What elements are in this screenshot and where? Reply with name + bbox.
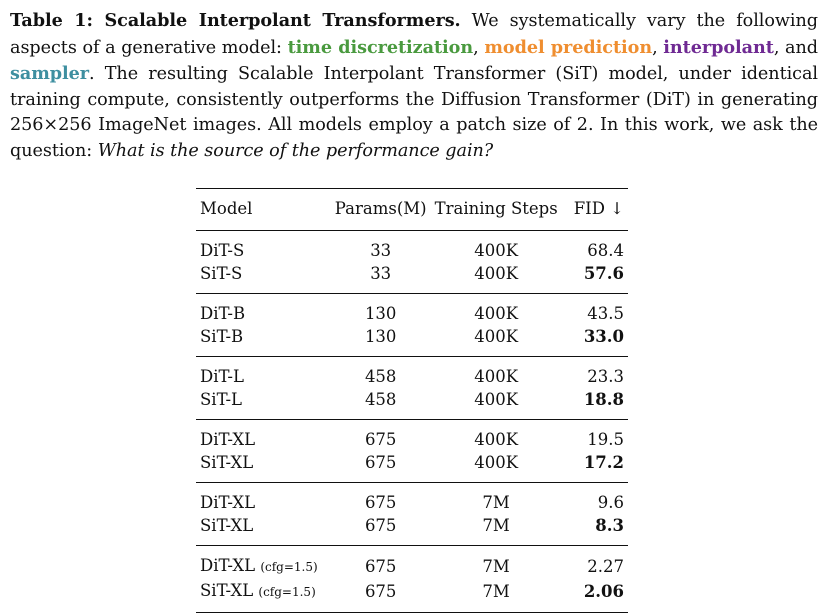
cell-training-steps: 400K bbox=[430, 230, 562, 262]
caption-separator: , bbox=[652, 37, 664, 58]
model-cfg: (cfg=1.5) bbox=[258, 585, 316, 599]
model-name: SiT-L bbox=[200, 390, 242, 409]
caption-question: What is the source of the performance ga… bbox=[97, 140, 494, 161]
table-row: DiT-S 33 400K 68.4 bbox=[196, 230, 628, 262]
model-name: DiT-S bbox=[200, 241, 245, 260]
results-table-container: Model Params(M) Training Steps FID ↓ DiT… bbox=[196, 188, 628, 613]
model-name: DiT-XL bbox=[200, 493, 256, 512]
cell-fid: 57.6 bbox=[583, 264, 624, 283]
cell-fid: 18.8 bbox=[583, 390, 624, 409]
cell-model: SiT-L bbox=[196, 388, 331, 420]
model-name: SiT-B bbox=[200, 327, 244, 346]
cell-params: 33 bbox=[330, 230, 431, 262]
cell-params: 458 bbox=[330, 356, 431, 388]
cell-training-steps: 400K bbox=[474, 264, 519, 283]
cell-training-steps: 400K bbox=[474, 453, 519, 472]
cell-params: 130 bbox=[364, 327, 397, 346]
cell-fid: 17.2 bbox=[583, 453, 624, 472]
cell-params: 675 bbox=[330, 545, 431, 579]
header-model: Model bbox=[196, 188, 331, 231]
header-fid: FID ↓ bbox=[561, 188, 628, 231]
table-header-row: Model Params(M) Training Steps FID ↓ bbox=[196, 188, 628, 231]
cell-model: SiT-S bbox=[196, 262, 331, 294]
table-body: DiT-S 33 400K 68.4 SiT-S 33 400K 57.6 DiT-B 130 40… bbox=[196, 230, 628, 613]
model-name: DiT-B bbox=[200, 304, 246, 323]
cell-training-steps: 7M bbox=[430, 482, 562, 514]
model-name: DiT-XL bbox=[200, 430, 256, 449]
cell-fid: 68.4 bbox=[561, 230, 628, 262]
aspect-model-prediction: model prediction bbox=[484, 36, 653, 58]
table-row: SiT-XL 675 400K 17.2 bbox=[196, 451, 628, 483]
caption-text-intro: We systematically vary the following asp… bbox=[10, 11, 818, 58]
header-training-steps: Training Steps bbox=[430, 188, 562, 231]
table-row: DiT-XL (cfg=1.5) 675 7M 2.27 bbox=[196, 545, 628, 579]
cell-model: DiT-XL bbox=[196, 419, 331, 451]
cell-model: DiT-L bbox=[196, 356, 331, 388]
table-row: DiT-XL 675 7M 9.6 bbox=[196, 482, 628, 514]
model-name: DiT-XL bbox=[200, 556, 256, 575]
model-name: SiT-XL bbox=[200, 453, 254, 472]
cell-training-steps: 400K bbox=[430, 356, 562, 388]
table-row: DiT-XL 675 400K 19.5 bbox=[196, 419, 628, 451]
cell-fid: 43.5 bbox=[561, 293, 628, 325]
model-name: SiT-S bbox=[200, 264, 243, 283]
table-row: DiT-L 458 400K 23.3 bbox=[196, 356, 628, 388]
cell-model: SiT-B bbox=[196, 325, 331, 357]
cell-model: SiT-XL bbox=[196, 451, 331, 483]
aspect-sampler: sampler bbox=[10, 63, 90, 85]
cell-model: DiT-B bbox=[196, 293, 331, 325]
cell-fid: 19.5 bbox=[561, 419, 628, 451]
caption-separator: , and bbox=[773, 37, 818, 58]
cell-fid: 23.3 bbox=[561, 356, 628, 388]
model-cfg: (cfg=1.5) bbox=[260, 560, 318, 574]
cell-training-steps: 400K bbox=[430, 293, 562, 325]
cell-params: 675 bbox=[364, 516, 397, 535]
cell-params: 458 bbox=[364, 390, 397, 409]
cell-params: 675 bbox=[330, 419, 431, 451]
results-table: Model Params(M) Training Steps FID ↓ DiT… bbox=[196, 188, 628, 613]
caption-separator: , bbox=[473, 37, 485, 58]
cell-training-steps: 400K bbox=[474, 390, 519, 409]
table-row: SiT-L 458 400K 18.8 bbox=[196, 388, 628, 420]
cell-params: 33 bbox=[370, 264, 392, 283]
model-name: DiT-L bbox=[200, 367, 244, 386]
cell-model: DiT-XL (cfg=1.5) bbox=[196, 545, 331, 579]
cell-model: SiT-XL bbox=[196, 514, 331, 546]
caption-text-body: . The resulting Scalable Interpolant Tra… bbox=[10, 64, 818, 161]
cell-model: DiT-S bbox=[196, 230, 331, 262]
table-row: DiT-B 130 400K 43.5 bbox=[196, 293, 628, 325]
cell-training-steps: 7M bbox=[430, 545, 562, 579]
table-row: SiT-S 33 400K 57.6 bbox=[196, 262, 628, 294]
cell-model: DiT-XL bbox=[196, 482, 331, 514]
caption-label: Table 1: Scalable Interpolant Transforme… bbox=[10, 10, 461, 31]
table-row: SiT-B 130 400K 33.0 bbox=[196, 325, 628, 357]
table-row: SiT-XL 675 7M 8.3 bbox=[196, 514, 628, 546]
cell-fid: 2.27 bbox=[561, 545, 628, 579]
cell-training-steps: 7M bbox=[482, 516, 510, 535]
cell-fid: 2.06 bbox=[561, 579, 628, 613]
table-row: SiT-XL (cfg=1.5) 675 7M 2.06 bbox=[196, 579, 628, 613]
cell-params: 675 bbox=[330, 482, 431, 514]
cell-training-steps: 7M bbox=[430, 579, 562, 613]
cell-training-steps: 400K bbox=[474, 327, 519, 346]
aspect-time-discretization: time discretization bbox=[287, 36, 474, 58]
cell-fid: 33.0 bbox=[583, 327, 624, 346]
model-name: SiT-XL bbox=[200, 581, 254, 600]
table-caption: Table 1: Scalable Interpolant Transforme… bbox=[10, 8, 818, 165]
header-params: Params(M) bbox=[330, 188, 431, 231]
cell-fid: 9.6 bbox=[561, 482, 628, 514]
cell-params: 675 bbox=[330, 579, 431, 613]
cell-fid: 8.3 bbox=[595, 516, 624, 535]
cell-params: 130 bbox=[330, 293, 431, 325]
cell-training-steps: 400K bbox=[430, 419, 562, 451]
cell-params: 675 bbox=[364, 453, 397, 472]
cell-model: SiT-XL (cfg=1.5) bbox=[196, 579, 331, 613]
model-name: SiT-XL bbox=[200, 516, 254, 535]
aspect-interpolant: interpolant bbox=[663, 36, 774, 58]
